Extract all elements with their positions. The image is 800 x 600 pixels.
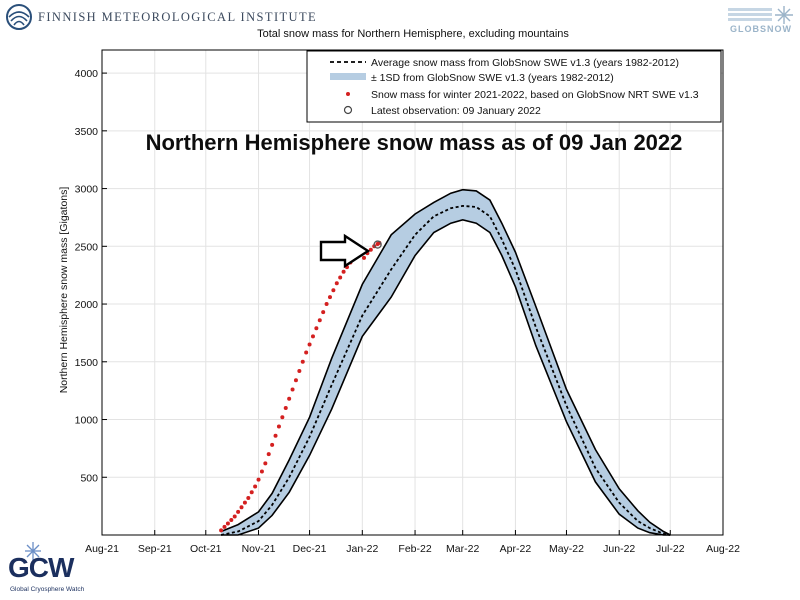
observation-dot: [239, 505, 244, 510]
observation-dot: [276, 424, 281, 429]
gcw-letters: GCW: [8, 552, 74, 583]
observation-dot: [331, 288, 336, 293]
observation-dot: [297, 369, 302, 374]
observation-dot: [293, 378, 298, 383]
gcw-logo: GCW Global Cryosphere Watch: [4, 540, 104, 600]
observation-dot: [256, 477, 261, 482]
x-axis-ticks: Aug-21 Sep-21 Oct-21 Nov-21 Dec-21 Jan-22 Feb-…: [85, 530, 740, 555]
x-tick-label: May-22: [549, 543, 584, 555]
overlay-title: Northern Hemisphere snow mass as of 09 J…: [146, 130, 683, 155]
observation-dot: [307, 342, 312, 347]
observation-dot: [290, 387, 295, 392]
mean-line-path: [220, 204, 671, 536]
legend-mean-label: Average snow mass from GlobSnow SWE v1.3…: [371, 57, 679, 69]
globsnow-logo-text: GLOBSNOW: [730, 24, 792, 34]
legend: Average snow mass from GlobSnow SWE v1.3…: [306, 50, 722, 123]
x-tick-label: Feb-22: [398, 543, 431, 555]
y-tick-label: 3000: [75, 184, 99, 196]
x-tick-label: Jul-22: [656, 543, 685, 555]
observation-dot: [270, 442, 275, 447]
observation-dot: [225, 521, 230, 526]
observation-dot: [229, 517, 234, 522]
legend-box: [306, 50, 722, 123]
y-axis-ticks: 500 1000 1500 2000 2500 3000 3500 4000: [75, 68, 107, 484]
observation-dot: [283, 405, 288, 410]
globsnow-logo: GLOBSNOW: [726, 4, 796, 38]
sd-lower-edge: [221, 218, 671, 536]
observation-dot: [334, 281, 339, 286]
observation-dot: [266, 452, 271, 457]
sd-upper-edge: [220, 188, 671, 536]
observation-dot: [263, 461, 268, 466]
observation-dot: [280, 415, 285, 420]
observation-dot: [253, 484, 258, 489]
x-tick-label: Nov-21: [242, 543, 276, 555]
y-tick-label: 3500: [75, 126, 99, 138]
y-axis-label: Northern Hemisphere snow mass [Gigatons]: [58, 187, 70, 394]
x-tick-label: Sep-21: [138, 543, 172, 555]
legend-latest-swatch: [343, 105, 353, 115]
observation-dot: [314, 326, 319, 331]
fmi-logo-icon: [6, 4, 32, 30]
x-tick-label: Oct-21: [190, 543, 222, 555]
mean-line: [220, 204, 671, 536]
observation-dot: [242, 500, 247, 505]
observation-dot: [222, 524, 227, 529]
x-tick-label: Aug-21: [85, 543, 119, 555]
legend-band-label: ± 1SD from GlobSnow SWE v1.3 (years 1982…: [371, 72, 614, 84]
observation-dot: [310, 334, 315, 339]
sd-band: [220, 188, 671, 536]
observation-dot: [327, 295, 332, 300]
legend-latest-label: Latest observation: 09 January 2022: [371, 105, 541, 117]
x-tick-label: Dec-21: [293, 543, 327, 555]
observation-dot: [273, 433, 278, 438]
y-tick-label: 2000: [75, 299, 99, 311]
fmi-header: FINNISH METEOROLOGICAL INSTITUTE: [6, 4, 317, 30]
observation-dot: [341, 269, 346, 274]
x-tick-label: Mar-22: [446, 543, 479, 555]
arrow-icon: [319, 233, 371, 269]
legend-dots-label: Snow mass for winter 2021-2022, based on…: [371, 89, 699, 101]
observation-dot: [304, 350, 309, 355]
x-tick-label: Apr-22: [500, 543, 532, 555]
legend-dot-swatch: [346, 92, 350, 96]
observation-dot: [324, 302, 329, 307]
latest-observation: [373, 240, 382, 249]
x-tick-label: Jun-22: [603, 543, 635, 555]
observation-dot: [249, 490, 254, 495]
legend-band-swatch: [330, 73, 366, 80]
globsnow-logo-icon: [728, 6, 793, 24]
observation-dot: [246, 496, 251, 501]
observation-dot: [317, 318, 322, 323]
x-tick-label: Aug-22: [706, 543, 740, 555]
plot-frame: [101, 49, 724, 536]
observation-dot: [287, 396, 292, 401]
sd-band-fill: [221, 189, 671, 535]
gcw-subtitle: Global Cryosphere Watch: [10, 586, 85, 593]
chart-title: Total snow mass for Northern Hemisphere,…: [257, 28, 569, 40]
fmi-org-name: FINNISH METEOROLOGICAL INSTITUTE: [38, 9, 318, 24]
x-tick-label: Jan-22: [346, 543, 378, 555]
observation-dot: [362, 255, 367, 260]
y-tick-label: 4000: [75, 68, 99, 80]
y-tick-label: 2500: [75, 241, 99, 253]
observation-dot: [259, 469, 264, 474]
plot-area: [102, 50, 723, 535]
observation-dot: [219, 528, 224, 533]
observation-dot: [300, 359, 305, 364]
latest-observation-marker: [373, 240, 382, 249]
grid-lines: [101, 50, 724, 535]
observation-dot: [232, 514, 237, 519]
y-tick-label: 500: [80, 472, 98, 484]
y-tick-label: 1000: [75, 415, 99, 427]
snowflake-icon: [25, 542, 41, 560]
observation-dot: [321, 310, 326, 315]
y-tick-label: 1500: [75, 357, 99, 369]
observation-dot: [338, 275, 343, 280]
observation-dot: [236, 509, 241, 514]
